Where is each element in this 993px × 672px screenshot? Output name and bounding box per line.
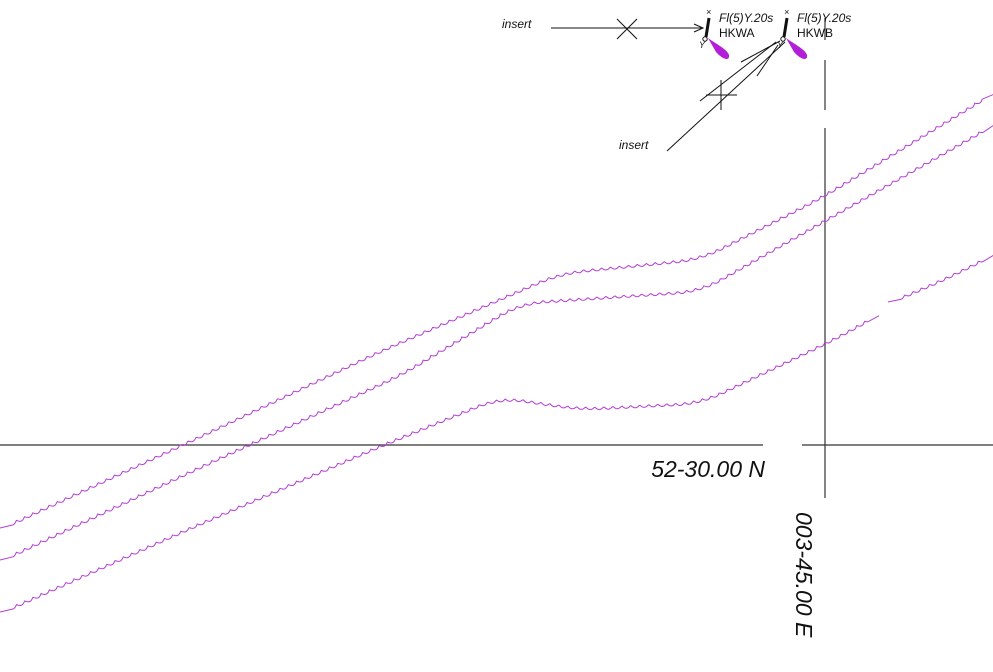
cable-line-1 [0, 94, 993, 529]
insert-label-top: insert [502, 17, 532, 31]
buoy-topmark: × [784, 7, 789, 17]
light-flare-icon [786, 38, 808, 59]
buoy-name: HKWA [719, 26, 755, 40]
leader-bottom-c [740, 40, 781, 63]
latitude-label: 52-30.00 N [651, 456, 765, 482]
longitude-label: 003-45.00 E [791, 512, 817, 638]
buoy-name: HKWB [797, 26, 833, 40]
buoy-pillar-icon [782, 17, 789, 38]
light-flare-icon [708, 38, 730, 59]
buoy-color-code: Y [777, 40, 784, 50]
buoy-topmark: × [706, 7, 711, 17]
leader-bottom-d [756, 44, 779, 77]
leader-top-arrow [693, 23, 705, 33]
buoy-position-icon [780, 36, 786, 42]
cable-line-3a [0, 315, 880, 613]
buoy-light-characteristic: Fl(5)Y.20s [719, 11, 773, 25]
graticule [0, 18, 993, 498]
buoy-hkwa: × Y Fl(5)Y.20s HKWA [699, 7, 773, 59]
cable-line-3b [887, 254, 993, 303]
cable-lines [0, 94, 993, 613]
insert-leaders [551, 18, 786, 152]
buoy-hkwb: × Y Fl(5)Y.20s HKWB [777, 7, 851, 59]
insert-label-bottom: insert [619, 138, 649, 152]
buoy-pillar-icon [704, 17, 711, 38]
leader-bottom [666, 41, 786, 152]
leader-bottom-b [699, 41, 777, 102]
buoy-light-characteristic: Fl(5)Y.20s [797, 11, 851, 25]
leader-top-tick-b [616, 18, 638, 40]
buoy-position-icon [702, 36, 708, 42]
buoy-color-code: Y [699, 40, 706, 50]
cable-line-2 [0, 125, 993, 561]
